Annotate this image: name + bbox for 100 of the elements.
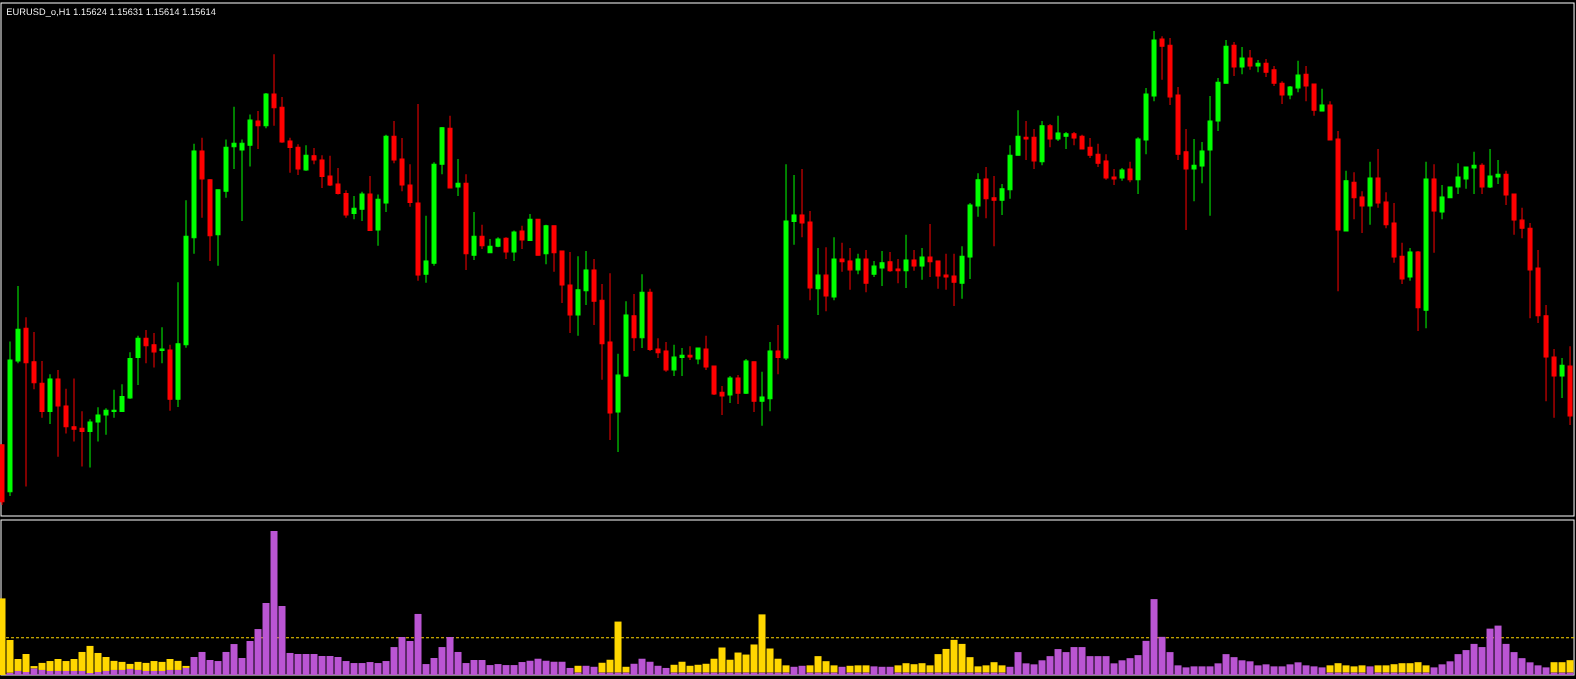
candlestick — [991, 175, 997, 247]
candlestick — [911, 249, 917, 272]
candlestick — [1263, 58, 1269, 78]
candlestick — [895, 258, 901, 284]
candlestick — [63, 388, 69, 434]
candlestick — [855, 253, 861, 275]
candlestick — [799, 168, 805, 238]
candlestick — [319, 154, 325, 189]
candlestick — [1439, 184, 1445, 220]
candlestick — [1351, 171, 1357, 220]
candlestick — [311, 147, 317, 165]
candlestick — [847, 247, 853, 291]
candlestick — [927, 223, 933, 278]
candlestick — [1503, 170, 1509, 206]
candlestick — [527, 213, 533, 242]
candlestick — [903, 234, 909, 289]
candlestick — [487, 238, 493, 254]
candlestick — [119, 383, 125, 413]
candlestick — [823, 246, 829, 312]
candlestick — [1047, 123, 1053, 148]
candlestick — [735, 374, 741, 405]
candlestick — [1015, 109, 1021, 156]
candlestick — [143, 329, 149, 364]
candlestick — [343, 189, 349, 219]
candlestick — [407, 163, 413, 208]
candlestick — [255, 110, 261, 150]
candlestick — [839, 242, 845, 273]
candlestick — [519, 225, 525, 250]
candlestick — [1399, 242, 1405, 285]
candlestick — [1239, 46, 1245, 75]
candlestick — [79, 410, 85, 468]
candlestick — [135, 335, 141, 386]
candlestick — [1103, 153, 1109, 181]
candlestick — [391, 120, 397, 164]
candlestick — [479, 224, 485, 250]
candlestick — [1471, 151, 1477, 195]
candlestick — [655, 337, 661, 359]
candlestick — [511, 230, 517, 262]
candlestick — [1191, 138, 1197, 202]
candlestick — [271, 53, 277, 127]
candlestick — [1055, 115, 1061, 142]
candlestick — [1479, 162, 1485, 195]
candlestick — [1383, 191, 1389, 229]
candlestick — [335, 167, 341, 196]
candlestick — [1303, 65, 1309, 102]
candlestick — [1551, 348, 1557, 419]
candlestick — [151, 332, 157, 369]
candlestick — [1199, 141, 1205, 184]
candlestick — [719, 385, 725, 416]
candlestick — [303, 144, 309, 172]
candlestick — [679, 347, 685, 377]
candlestick — [703, 335, 709, 371]
candlestick — [31, 331, 37, 390]
candlestick — [1087, 137, 1093, 159]
candlestick — [1095, 143, 1101, 168]
candlestick — [1247, 49, 1253, 71]
candlestick — [687, 345, 693, 361]
candlestick — [663, 341, 669, 373]
candlestick — [455, 158, 461, 197]
candlestick — [815, 247, 821, 316]
candlestick — [631, 293, 637, 352]
candlestick — [671, 344, 677, 377]
candlestick — [231, 106, 237, 170]
candlestick — [327, 155, 333, 187]
candlestick — [919, 247, 925, 281]
candlestick — [71, 377, 77, 442]
candlestick — [999, 183, 1005, 216]
candlestick — [359, 191, 365, 222]
candlestick — [1031, 128, 1037, 170]
candlestick — [1359, 190, 1365, 234]
candlestick — [951, 253, 957, 307]
candlestick — [1231, 41, 1237, 77]
chart-title: EURUSD_o,H1 1.15624 1.15631 1.15614 1.15614 — [7, 8, 216, 17]
candlestick — [935, 260, 941, 290]
candlestick — [759, 371, 765, 427]
candlestick — [1495, 159, 1501, 185]
candlestick — [239, 139, 245, 222]
candlestick — [503, 236, 509, 260]
candlestick — [111, 389, 117, 419]
candlestick — [1255, 59, 1261, 73]
candlestick — [1519, 207, 1525, 239]
candlestick — [1183, 128, 1189, 231]
candlestick — [1295, 60, 1301, 93]
candlestick — [95, 406, 101, 442]
candlestick — [351, 195, 357, 220]
candlestick — [1111, 168, 1117, 186]
candlestick — [887, 251, 893, 273]
candlestick — [1071, 131, 1077, 146]
candlestick — [1463, 166, 1469, 190]
candlestick — [159, 326, 165, 364]
candlestick — [103, 407, 109, 436]
candlestick — [775, 324, 781, 375]
candlestick — [1279, 80, 1285, 105]
candlestick — [1487, 148, 1493, 189]
candlestick — [87, 418, 93, 469]
candlestick — [791, 174, 797, 246]
candlestick — [583, 250, 589, 306]
candlestick — [295, 143, 301, 176]
candlestick — [1559, 357, 1565, 399]
candlestick — [1455, 162, 1461, 195]
